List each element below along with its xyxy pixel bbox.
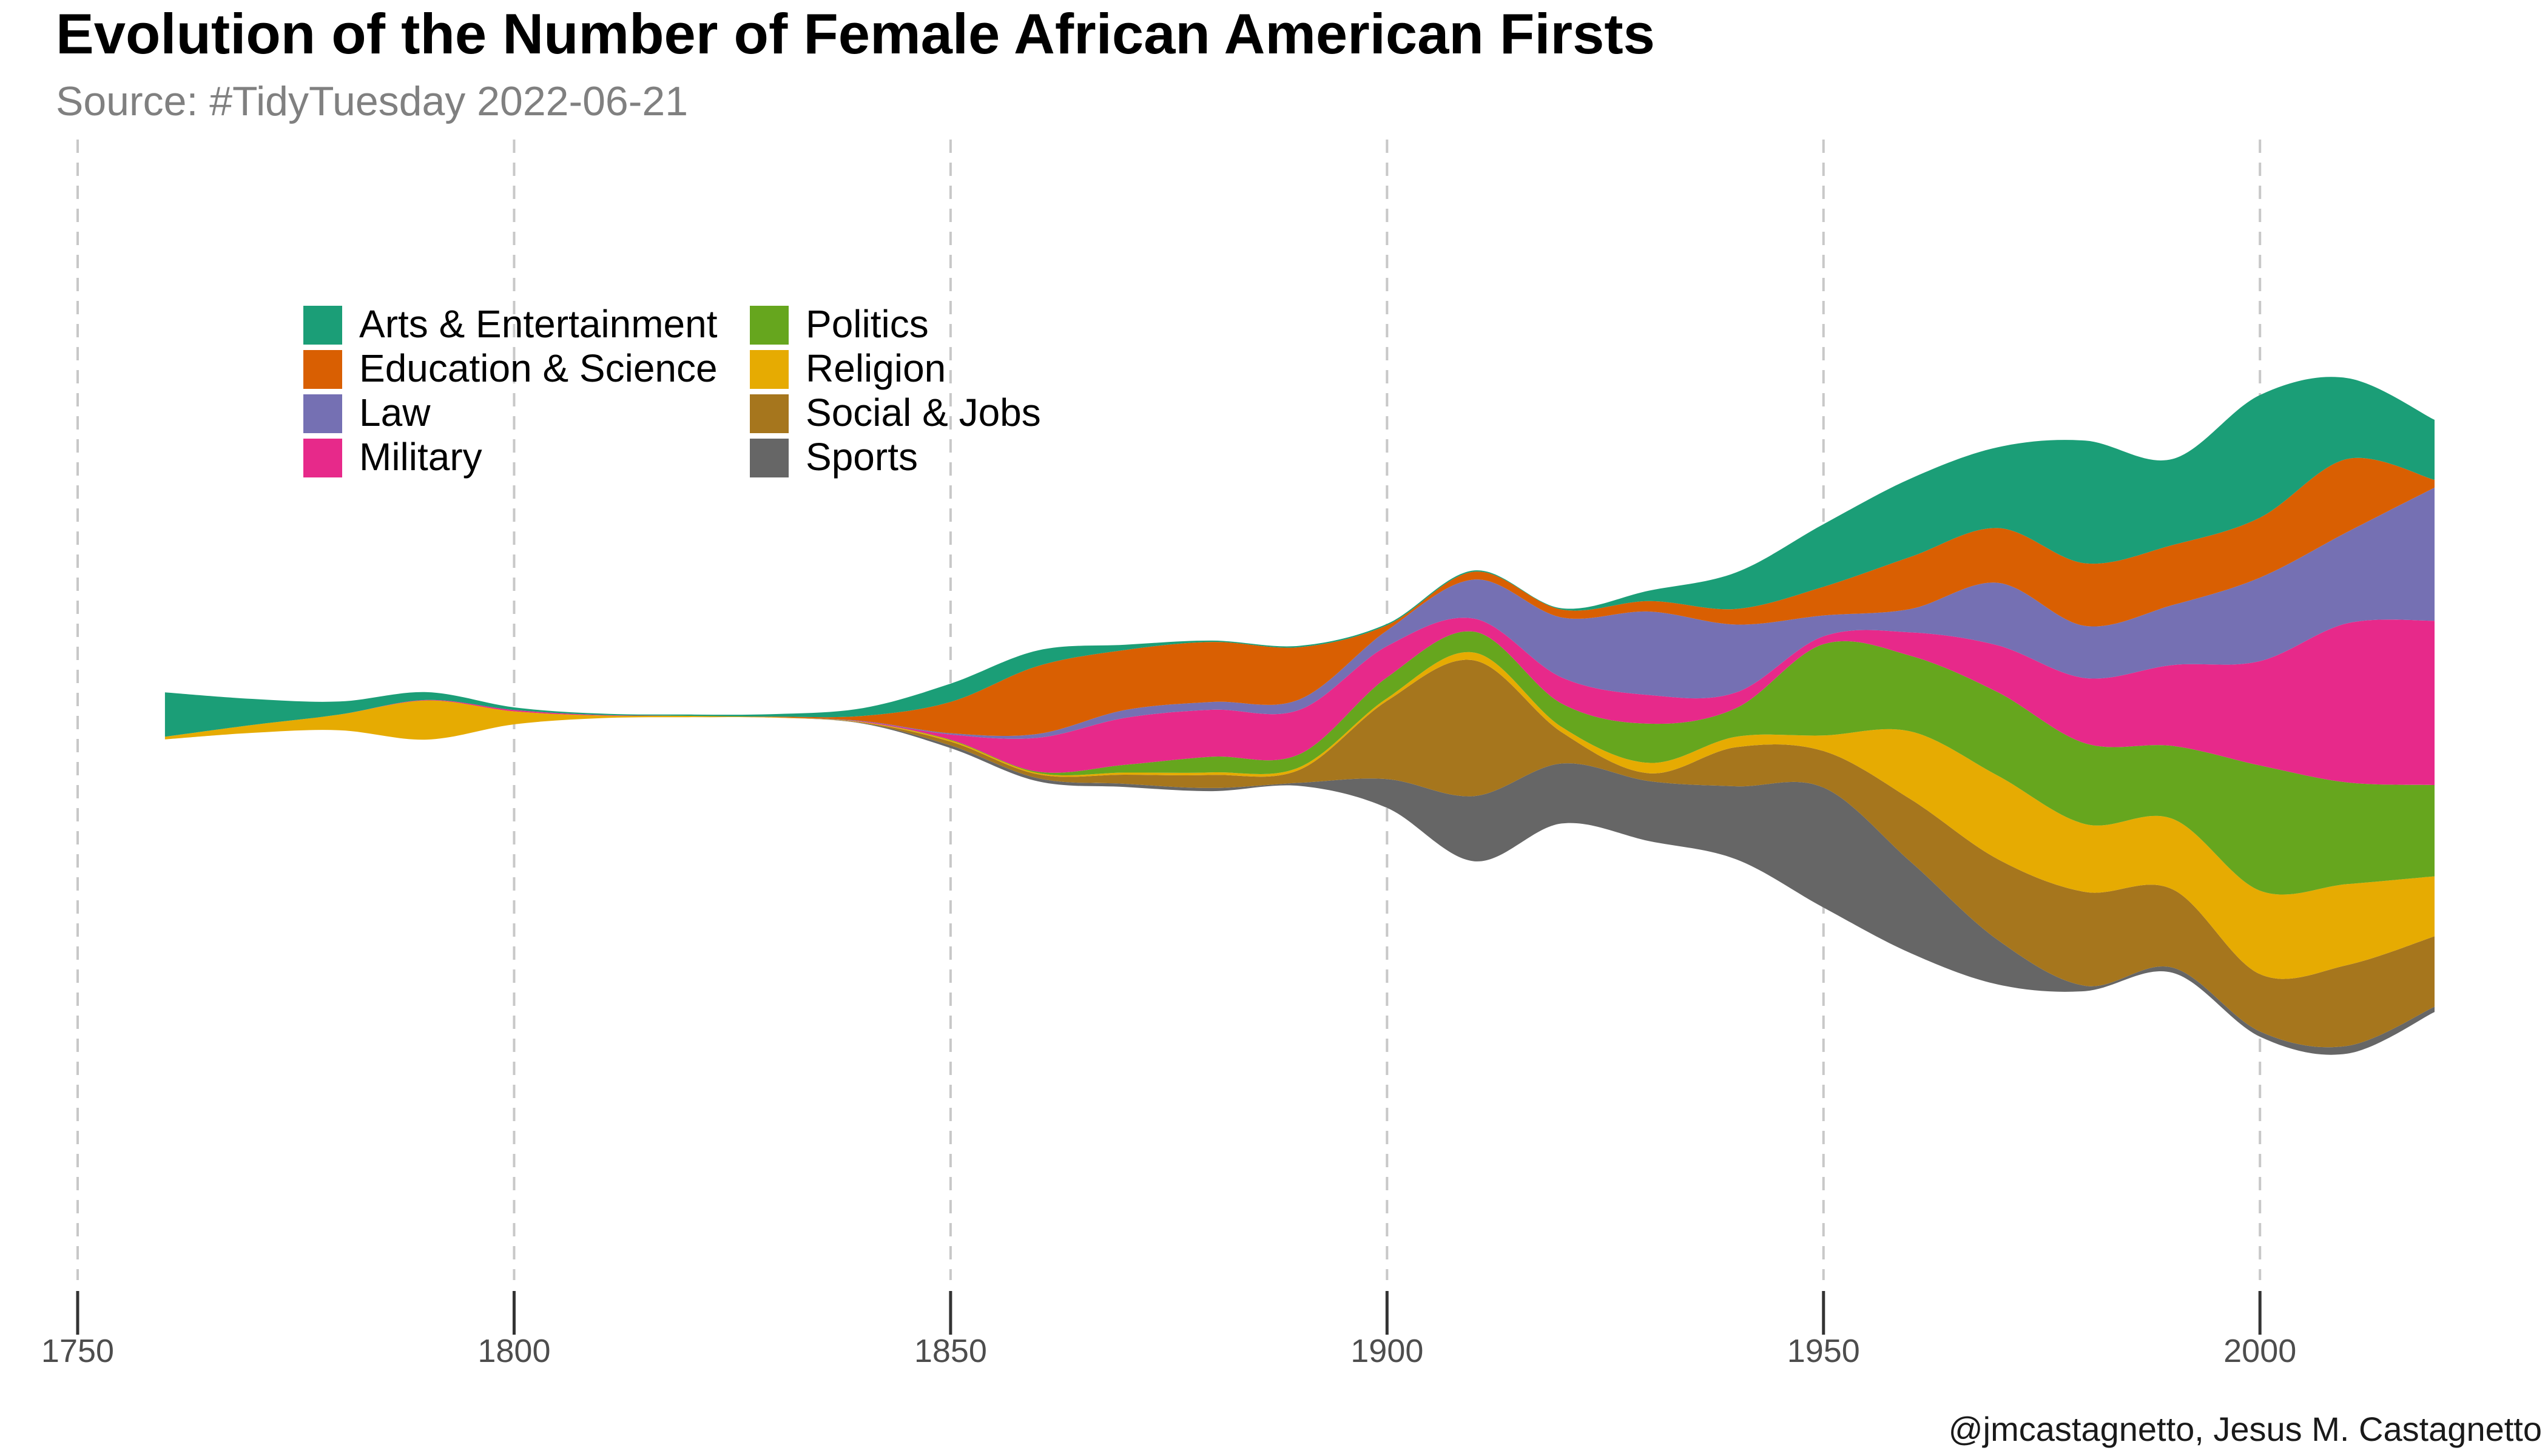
- legend-key-sports: [750, 439, 789, 477]
- x-gridlines: [76, 140, 2262, 1280]
- legend-key-arts-entertainment: [303, 306, 342, 345]
- stream-arts-entertainment: [164, 377, 2435, 737]
- x-tick-label-1900: 1900: [1350, 1333, 1423, 1369]
- legend-key-politics: [750, 306, 789, 345]
- stream-layers: [164, 377, 2435, 1055]
- legend-label-sports: Sports: [806, 435, 918, 479]
- legend-key-law: [303, 394, 342, 433]
- legend-label-arts-entertainment: Arts & Entertainment: [359, 302, 718, 346]
- legend-key-social-jobs: [750, 394, 789, 433]
- legend-label-social-jobs: Social & Jobs: [806, 391, 1041, 434]
- legend-label-law: Law: [359, 391, 431, 434]
- legend-label-politics: Politics: [806, 302, 929, 346]
- chart-subtitle: Source: #TidyTuesday 2022-06-21: [56, 78, 688, 124]
- stream-religion: [164, 652, 2435, 979]
- stream-social-jobs: [164, 659, 2435, 1048]
- legend-label-education-science: Education & Science: [359, 346, 718, 390]
- legend-key-education-science: [303, 350, 342, 389]
- x-axis: 1750 1800 1850 1900 1950 2000: [41, 1291, 2296, 1369]
- stream-politics: [164, 631, 2435, 895]
- stream-military: [164, 618, 2435, 785]
- stream-law: [164, 487, 2435, 739]
- x-tick-label-1850: 1850: [914, 1333, 987, 1369]
- x-tick-label-1800: 1800: [477, 1333, 550, 1369]
- x-tick-label-2000: 2000: [2223, 1333, 2296, 1369]
- legend-label-religion: Religion: [806, 346, 946, 390]
- x-tick-label-1750: 1750: [41, 1333, 114, 1369]
- legend-key-religion: [750, 350, 789, 389]
- x-tick-label-1950: 1950: [1787, 1333, 1860, 1369]
- chart-title: Evolution of the Number of Female Africa…: [56, 2, 1655, 66]
- stream-education-science: [164, 457, 2435, 737]
- legend-key-military: [303, 439, 342, 477]
- legend-label-military: Military: [359, 435, 482, 479]
- stream-sports: [164, 716, 2435, 1055]
- chart-caption: @jmcastagnetto, Jesus M. Castagnetto: [1949, 1410, 2542, 1448]
